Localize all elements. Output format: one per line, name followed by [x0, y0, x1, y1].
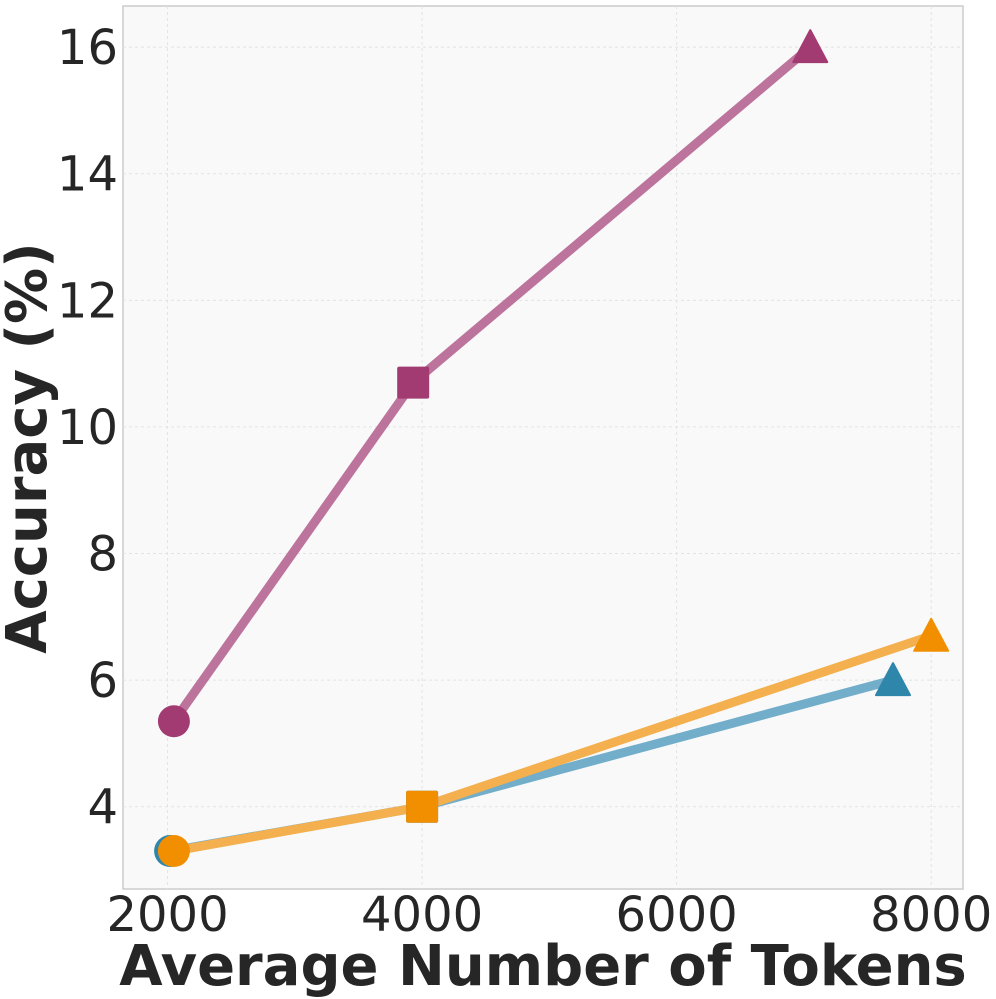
series-2-triangle-marker: [913, 617, 950, 652]
x-tick-label: 6000: [616, 887, 738, 943]
y-tick-label: 16: [57, 20, 118, 76]
y-tick-label: 12: [57, 273, 118, 329]
y-tick-label: 14: [57, 147, 118, 203]
y-axis-label: Accuracy (%): [0, 242, 60, 654]
plot-area: [122, 5, 964, 890]
series-markers: [154, 29, 950, 868]
series-1-triangle-marker: [875, 662, 911, 697]
x-tick-label: 2000: [106, 887, 228, 943]
series-2-circle-marker: [157, 835, 190, 868]
grid: [123, 6, 963, 889]
y-tick-labels: 4 6 8 10 12 14 16: [57, 20, 118, 836]
y-tick-label: 6: [87, 653, 118, 709]
y-tick-label: 8: [87, 527, 118, 583]
y-tick-label: 4: [87, 780, 118, 836]
series-3-circle-marker: [157, 705, 190, 738]
x-tick-label: 8000: [870, 887, 992, 943]
x-tick-label: 4000: [361, 887, 483, 943]
y-tick-label: 10: [57, 400, 118, 456]
series-3-square-marker: [397, 366, 430, 399]
series-3-triangle-marker: [792, 29, 829, 64]
x-axis-label: Average Number of Tokens: [119, 934, 967, 999]
x-tick-labels: 2000 4000 6000 8000: [106, 887, 992, 943]
series-2-square-marker: [406, 790, 439, 823]
